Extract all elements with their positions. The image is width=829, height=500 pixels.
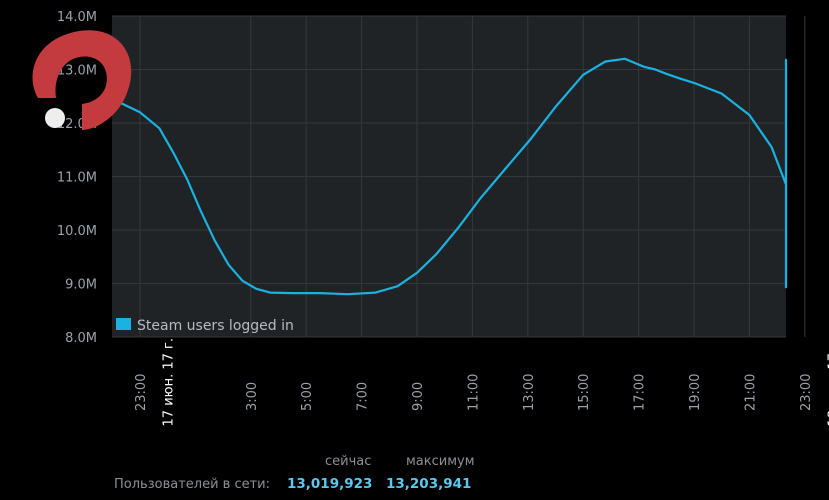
x-tick-label: 19:00 <box>688 374 703 411</box>
question-mark-logo-icon <box>32 30 132 130</box>
x-date-label: 18 июн. 17 г. <box>827 338 829 426</box>
stats-row-label: Пользователей в сети: <box>114 477 270 492</box>
stats-header-max: максимум <box>406 454 475 469</box>
x-tick-label: 15:00 <box>577 374 592 411</box>
x-tick-label: 11:00 <box>466 374 481 411</box>
x-tick-label: 5:00 <box>300 382 315 411</box>
x-date-label: 17 июн. 17 г. <box>162 338 177 426</box>
logo-hook <box>32 30 132 130</box>
logo-dot <box>45 108 65 128</box>
legend-swatch <box>116 318 131 330</box>
y-tick-label: 10.0M <box>57 224 97 239</box>
x-tick-label: 7:00 <box>356 382 371 411</box>
y-tick-label: 14.0M <box>57 10 97 25</box>
max-users-value: 13,203,941 <box>386 476 472 492</box>
y-tick-label: 9.0M <box>65 278 97 293</box>
grid-lines <box>112 15 806 338</box>
y-tick-label: 13.0M <box>57 64 97 79</box>
current-users-value: 13,019,923 <box>287 476 373 492</box>
x-tick-label: 3:00 <box>245 382 260 411</box>
x-tick-label: 21:00 <box>743 374 758 411</box>
x-tick-label: 13:00 <box>522 374 537 411</box>
y-tick-label: 8.0M <box>65 331 97 346</box>
legend-label: Steam users logged in <box>137 318 294 334</box>
x-tick-label: 23:00 <box>799 374 814 411</box>
x-tick-label: 9:00 <box>411 382 426 411</box>
x-tick-label: 17:00 <box>633 374 648 411</box>
stats-panel: сейчас максимум Пользователей в сети: 13… <box>0 448 829 500</box>
stats-header-now: сейчас <box>325 454 372 469</box>
legend: Steam users logged in <box>116 318 294 334</box>
series-line-steam-users <box>110 57 788 296</box>
x-tick-label: 23:00 <box>134 374 149 411</box>
y-tick-label: 11.0M <box>57 171 97 186</box>
x-axis: 23:00 17 июн. 17 г. 3:00 5:00 7:00 9:00 11:00 1… <box>134 338 829 426</box>
